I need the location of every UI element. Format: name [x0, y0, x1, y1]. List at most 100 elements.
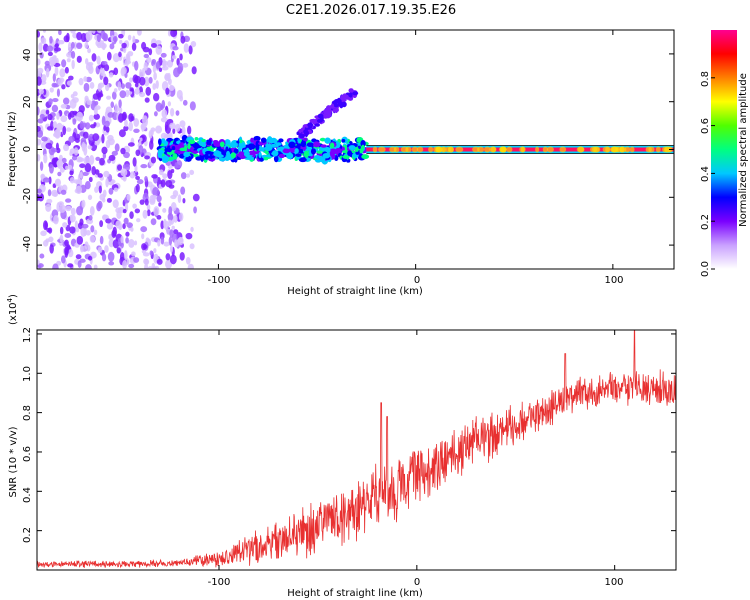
noise-dot [124, 250, 128, 260]
noise-dot [139, 69, 143, 79]
noise-dot [72, 97, 79, 103]
trail-dot [207, 155, 216, 159]
noise-dot [142, 209, 148, 219]
noise-dot [118, 129, 126, 138]
noise-dot [121, 42, 127, 49]
noise-dot [160, 236, 165, 245]
line-knot [441, 146, 447, 153]
noise-dot [140, 163, 148, 169]
noise-dot [160, 52, 167, 58]
trail-dot [319, 137, 326, 142]
line-knot [619, 146, 624, 153]
noise-dot [94, 186, 99, 193]
noise-dot [62, 125, 67, 136]
trail-dot [324, 137, 332, 144]
noise-dot [80, 137, 87, 144]
colorbar-tick-2: 0.4 [700, 166, 711, 182]
noise-dot [165, 253, 171, 261]
noise-dot [108, 238, 115, 248]
noise-dot [126, 222, 133, 229]
noise-dot [61, 157, 67, 164]
noise-dot [128, 263, 135, 269]
noise-dot [168, 206, 173, 216]
noise-dot [105, 126, 110, 133]
line-knot [499, 146, 507, 153]
noise-dot [77, 222, 84, 230]
trail-dot [248, 150, 255, 156]
noise-dot [153, 111, 158, 117]
noise-dot [173, 67, 181, 78]
trail-dot [185, 155, 192, 162]
noise-dot [42, 239, 49, 247]
noise-dot [164, 220, 169, 231]
noise-dot [118, 99, 122, 109]
trail-dot [238, 154, 242, 158]
noise-dot [60, 115, 68, 123]
line-knot [428, 146, 434, 153]
noise-dot [84, 41, 89, 49]
noise-dot [123, 151, 130, 159]
noise-dot [70, 30, 76, 34]
trail-dot [192, 150, 199, 154]
noise-dot [119, 39, 123, 45]
noise-dot [49, 244, 54, 254]
noise-dot [97, 92, 104, 98]
trail-dot [253, 135, 261, 142]
noise-dot [57, 171, 62, 177]
noise-dot [123, 217, 129, 225]
noise-dot [153, 248, 157, 253]
noise-dot [117, 164, 123, 171]
noise-dot [190, 40, 197, 48]
noise-dot [171, 225, 175, 230]
noise-dot [45, 203, 52, 212]
top-yaxis-label: Frequency (Hz) [7, 111, 18, 187]
noise-dot [180, 35, 186, 44]
trail-dot [250, 137, 254, 143]
noise-dot [42, 220, 48, 231]
noise-dot [143, 53, 150, 59]
noise-dot [67, 42, 72, 52]
noise-dot [66, 32, 70, 43]
streak-dot [324, 108, 331, 115]
noise-dot [76, 42, 83, 50]
noise-dot [104, 245, 109, 253]
noise-dot [80, 227, 87, 237]
trail-dot [341, 150, 349, 154]
noise-dot [74, 220, 78, 230]
noise-dot [76, 235, 84, 245]
heatmap-feature-trail-band [156, 134, 370, 165]
trail-dot [355, 151, 360, 155]
noise-dot [143, 258, 149, 265]
noise-dot [140, 123, 147, 131]
noise-dot [141, 67, 145, 77]
streak-dot [316, 118, 323, 123]
colorbar-gradient [711, 30, 737, 269]
noise-dot [113, 187, 119, 192]
bot-ytick-label-0-8: 0.8 [22, 405, 33, 421]
noise-dot [57, 39, 65, 45]
noise-dot [68, 136, 75, 143]
line-knot [602, 146, 611, 153]
noise-dot [69, 148, 77, 154]
noise-dot [89, 82, 95, 89]
noise-dot [132, 35, 136, 45]
noise-dot [160, 117, 168, 123]
noise-dot [154, 265, 160, 269]
noise-dot [108, 187, 114, 195]
noise-dot [40, 173, 46, 180]
noise-dot [173, 229, 179, 234]
noise-dot [118, 33, 124, 39]
noise-dot [47, 189, 52, 197]
trail-dot [303, 150, 309, 158]
trail-dot [166, 151, 175, 155]
noise-dot [40, 37, 47, 45]
noise-dot [193, 206, 197, 214]
noise-dot [153, 206, 160, 217]
trail-dot [335, 148, 342, 153]
noise-dot [66, 127, 72, 132]
trail-dot [359, 148, 364, 154]
bot-ytick-label-1-2: 1.2 [22, 327, 33, 343]
line-knot [648, 146, 655, 153]
noise-dot [93, 113, 100, 120]
noise-dot [128, 121, 133, 132]
